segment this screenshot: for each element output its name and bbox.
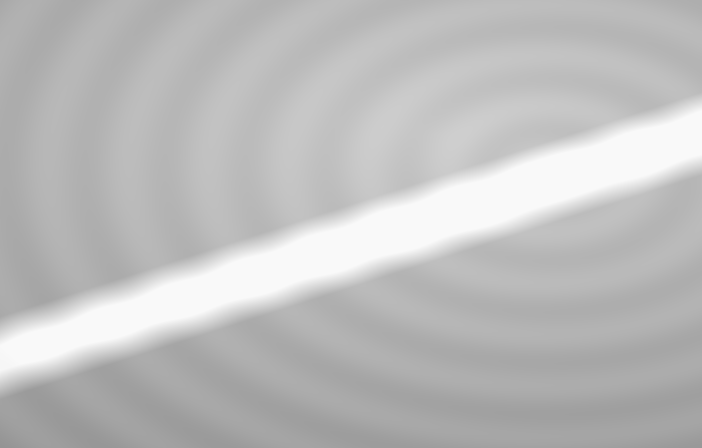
- FancyBboxPatch shape: [281, 267, 333, 308]
- Text: 96: 96: [358, 280, 378, 296]
- Text: 3: 3: [302, 199, 312, 214]
- Text: 6: 6: [363, 118, 373, 133]
- Text: The table shows selected values of the exponential function $f$. If the linear f: The table shows selected values of the e…: [93, 226, 702, 245]
- FancyBboxPatch shape: [281, 186, 333, 227]
- Text: 156: 156: [338, 393, 371, 411]
- Text: 4: 4: [302, 240, 312, 255]
- Text: 12: 12: [358, 159, 378, 173]
- Text: and $g(2) = 12$, what is the value of $f(6) - g(6)$?: and $g(2) = 12$, what is the value of $f…: [93, 266, 432, 285]
- FancyBboxPatch shape: [281, 64, 333, 105]
- FancyBboxPatch shape: [333, 64, 404, 105]
- FancyBboxPatch shape: [333, 227, 404, 267]
- FancyBboxPatch shape: [333, 105, 404, 146]
- FancyBboxPatch shape: [281, 227, 333, 267]
- Text: 192: 192: [338, 433, 371, 448]
- Text: x: x: [303, 77, 311, 92]
- FancyBboxPatch shape: [333, 186, 404, 227]
- FancyBboxPatch shape: [281, 105, 333, 146]
- Text: 5: 5: [302, 280, 312, 296]
- Text: 66: 66: [338, 353, 360, 371]
- FancyBboxPatch shape: [281, 146, 333, 186]
- FancyBboxPatch shape: [333, 146, 404, 186]
- Text: 24: 24: [358, 199, 378, 214]
- Text: 2: 2: [302, 159, 312, 173]
- FancyBboxPatch shape: [333, 267, 404, 308]
- Text: f(x): f(x): [355, 77, 381, 92]
- Text: 48: 48: [358, 240, 378, 255]
- Text: 1: 1: [302, 118, 312, 133]
- Text: 36: 36: [338, 314, 360, 332]
